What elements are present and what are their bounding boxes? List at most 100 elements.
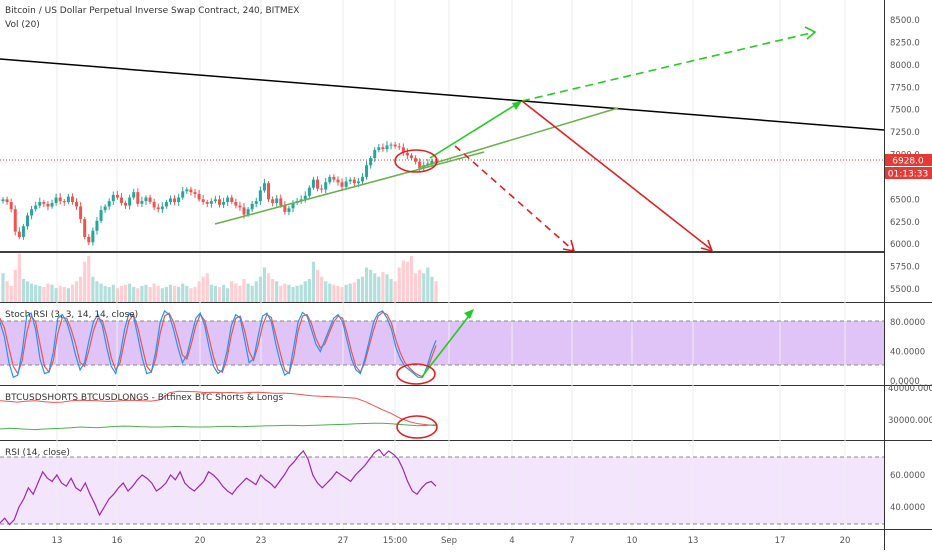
volume-bar [87,256,91,302]
stoch-axis: 80.0000 40.0000 0.0000 [890,318,925,387]
highlight-circle-shorts[interactable] [396,415,438,439]
price-tick-label: 8500.0 [890,16,920,26]
stoch-tick-label: 40.0000 [890,348,925,358]
volume-bar [136,288,140,302]
candle-body [103,206,107,211]
candle-body [344,181,348,187]
volume-bar [181,283,185,302]
candle-body [34,205,38,210]
highlight-circle-stoch[interactable] [396,363,436,385]
candle-body [132,192,136,198]
shorts-line [0,390,437,427]
stoch-tick-label: 80.0000 [890,318,925,328]
price-candles [1,141,438,246]
candle-body [381,147,385,150]
candle-body [140,201,144,204]
rsi-band-fill [0,457,884,524]
volume-bar [144,284,148,302]
volume-bar [58,285,62,302]
ascending-trendline[interactable] [214,151,485,225]
price-tick-label: 7250.0 [890,128,920,138]
volume-bar [74,281,79,302]
volume-bar [324,281,328,302]
shorts-axis: 40000.0000 30000.0000 [888,384,932,426]
candle-body [230,197,234,203]
candle-body [320,188,324,190]
candle-body [356,181,360,184]
volume-bar [107,287,111,302]
volume-label: Vol (20) [5,20,40,30]
candle-body [397,146,401,148]
volume-bar [307,279,311,302]
volume-bar [348,283,352,302]
rsi-line [0,448,437,526]
candle-body [324,182,328,190]
volume-bar [115,288,119,302]
volume-bar [291,287,295,302]
last-price-value: 6928.0 [892,157,924,167]
volume-bar [360,276,365,302]
volume-bar [172,285,177,302]
price-tick-label: 7500.0 [890,106,920,116]
candle-body [283,205,287,212]
volume-bar [99,283,103,302]
volume-bar [356,279,360,302]
volume-bar [303,281,307,302]
rsi-tick-label: 40.0000 [890,503,925,513]
chart-title: Bitcoin / US Dollar Perpetual Inverse Sw… [5,6,299,16]
candle-body [385,145,389,150]
shorts-longs-label: BTCUSDSHORTS BTCUSDLONGS - Bitfinex BTC … [5,393,284,403]
candle-body [250,203,254,210]
candle-body [91,230,95,243]
shorts-tick-label: 30000.0000 [888,416,932,426]
candle-body [144,197,148,202]
volume-bar [13,269,17,302]
volume-bar [209,284,213,302]
volume-bar [189,288,193,302]
candle-body [279,198,283,206]
green-dashed-projection[interactable] [521,31,816,102]
drawings[interactable] [0,26,885,439]
volume-bar [364,267,369,302]
candle-body [242,207,246,215]
volume-bar [205,273,209,302]
candle-body [418,161,422,168]
volume-bar [295,285,299,302]
red-arrow-down[interactable] [521,100,713,251]
highlight-circle-price[interactable] [394,149,438,173]
volume-bar [148,287,152,302]
volume-bar [9,285,13,302]
descending-trendline[interactable] [0,58,885,131]
candle-body [193,192,197,194]
volume-bar [434,281,438,302]
volume-bar [29,283,34,302]
volume-bar [213,285,218,302]
volume-bar [422,273,426,302]
time-tick-label: 13 [688,536,699,546]
candle-body [17,231,21,237]
candle-body [348,179,352,182]
candle-body [336,179,340,183]
volume-bar [201,276,205,302]
volume-bar [246,283,250,302]
volume-bar [413,273,418,302]
time-tick-label: 13 [52,536,63,546]
candle-body [275,198,279,203]
volume-bar [221,284,226,302]
volume-bar [140,285,144,302]
price-tick-label: 5500.0 [890,285,920,295]
candle-body [148,197,152,203]
volume-bar [185,285,189,302]
volume-bar [193,287,197,302]
candle-body [177,197,181,203]
ascending-trendline-2[interactable] [417,107,619,169]
green-arrow-up[interactable] [429,101,521,159]
volume-bar [401,260,405,302]
candle-body [156,207,160,210]
red-dashed-arrow[interactable] [454,145,574,251]
candle-body [271,199,275,203]
volume-bar [418,269,422,302]
price-tick-label: 8000.0 [890,61,920,71]
volume-bar [328,283,332,302]
